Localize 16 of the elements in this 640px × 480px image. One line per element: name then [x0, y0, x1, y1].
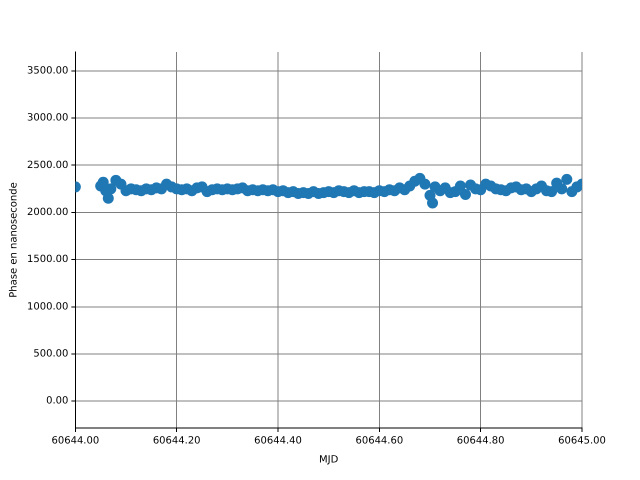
x-tick-label: 60644.00: [51, 436, 100, 447]
y-tick-label: 3000.00: [26, 112, 68, 124]
y-tick-label: 3500.00: [26, 65, 68, 76]
y-tick-label: 0.00: [46, 396, 68, 407]
y-tick-label: 2000.00: [26, 206, 68, 218]
x-tick-label: 60644.80: [456, 436, 505, 447]
x-axis-title: MJD: [319, 454, 339, 466]
y-tick-label: 1500.00: [26, 254, 68, 266]
x-tick-label: 60644.20: [152, 436, 201, 447]
x-tick-label: 60644.40: [254, 436, 302, 447]
y-tick-label: 1000.00: [26, 301, 68, 312]
y-tick-label: 2500.00: [26, 160, 68, 171]
x-tick-label: 60644.60: [355, 436, 404, 447]
x-tick-label: 60645.00: [558, 436, 606, 447]
y-axis-title: Phase en nanoseconde: [8, 182, 20, 298]
y-tick-label: 500.00: [33, 348, 68, 360]
